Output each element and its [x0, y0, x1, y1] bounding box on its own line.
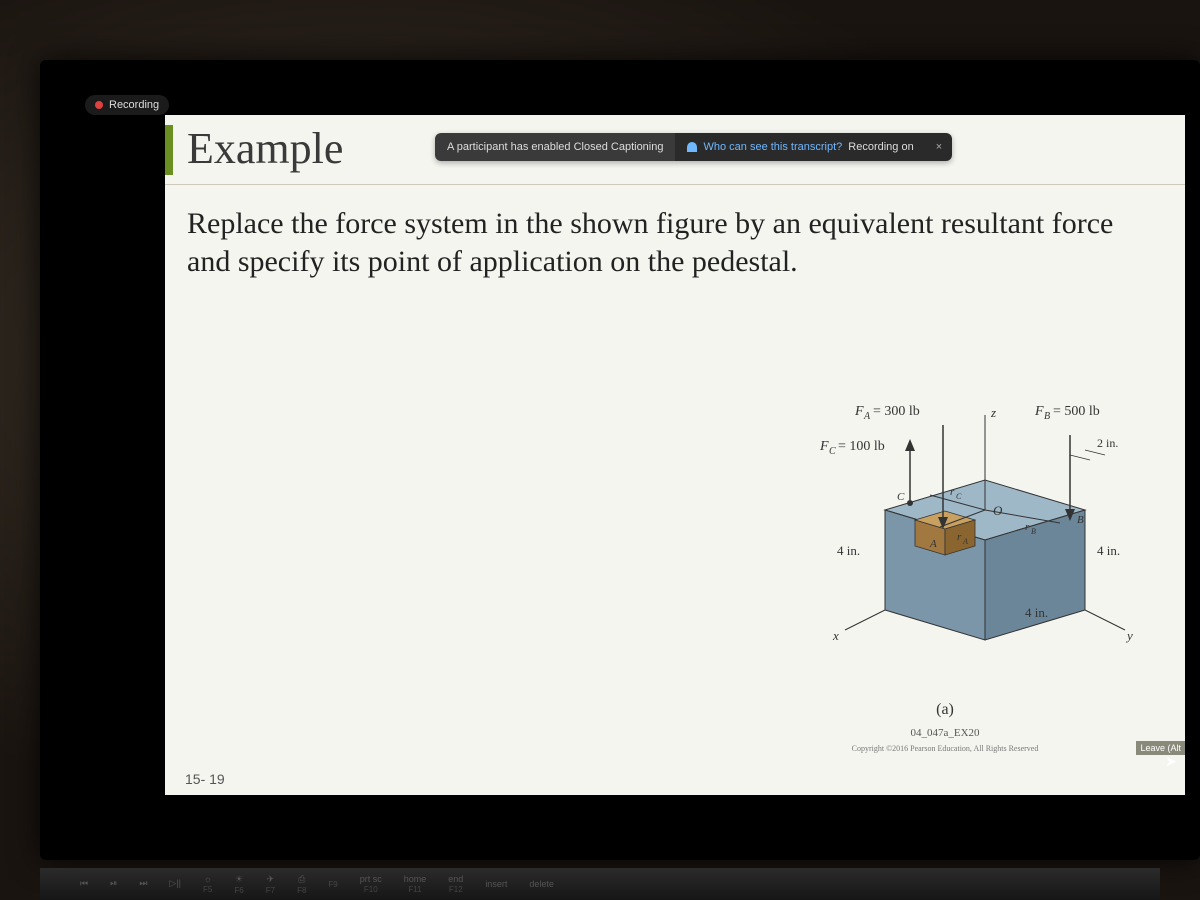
kb-key: insert	[485, 879, 507, 890]
axis-z: z	[990, 405, 996, 420]
svg-text:4 in.: 4 in.	[837, 543, 860, 558]
svg-text:B: B	[1077, 514, 1084, 526]
svg-text:2 in.: 2 in.	[1097, 436, 1118, 450]
svg-text:r: r	[1025, 521, 1030, 533]
svg-text:B: B	[1031, 527, 1036, 536]
kb-key: delete	[529, 879, 554, 890]
kb-key: ⏮	[80, 878, 88, 890]
figure-copyright: Copyright ©2016 Pearson Education, All R…	[725, 744, 1165, 753]
close-notification-button[interactable]: ×	[926, 133, 952, 161]
svg-text:F: F	[854, 404, 864, 419]
screen-area: Recording Example A participant has enab…	[55, 75, 1185, 845]
kb-key: ⎙F8	[297, 874, 306, 895]
svg-text:4 in.: 4 in.	[1097, 543, 1120, 558]
svg-text:C: C	[956, 492, 962, 501]
figure-id: 04_047a_EX20	[725, 727, 1165, 739]
axis-x: x	[832, 628, 839, 643]
kb-key: ☀F6	[234, 874, 243, 895]
zoom-notification: A participant has enabled Closed Caption…	[435, 133, 952, 161]
point-O: O	[993, 503, 1003, 518]
caption-notice: A participant has enabled Closed Caption…	[435, 133, 675, 161]
transcript-status: Recording on	[848, 141, 913, 153]
cursor-icon: ➤	[1165, 754, 1177, 771]
slide-number: 15- 19	[185, 771, 225, 787]
transcript-link: Who can see this transcript?	[703, 141, 842, 153]
keyboard-row: ⏮ ⏯ ⏭ ▷|| ☼F5 ☀F6 ✈F7 ⎙F8 F9 prt scF10 h…	[40, 868, 1160, 900]
header-accent-bar	[165, 125, 173, 175]
kb-key: ⏭	[139, 878, 147, 890]
slide-header: Example A participant has enabled Closed…	[165, 115, 1185, 185]
recording-label: Recording	[109, 99, 159, 111]
svg-text:= 100 lb: = 100 lb	[838, 439, 885, 454]
kb-key: homeF11	[404, 874, 427, 894]
svg-text:F: F	[819, 439, 829, 454]
figure-svg: z x y O r A r B r C F	[725, 355, 1165, 755]
axis-y: y	[1125, 628, 1133, 643]
kb-key: prt scF10	[360, 874, 382, 894]
svg-text:C: C	[829, 446, 836, 457]
svg-text:B: B	[1044, 411, 1050, 422]
leave-tooltip: Leave (Alt	[1136, 741, 1185, 755]
recording-dot-icon	[95, 101, 103, 109]
kb-key: ✈F7	[266, 874, 275, 895]
recording-indicator[interactable]: Recording	[85, 95, 169, 115]
figure-caption: (a)	[725, 701, 1165, 719]
figure: z x y O r A r B r C F	[725, 355, 1165, 755]
transcript-notice[interactable]: Who can see this transcript? Recording o…	[675, 133, 925, 161]
svg-text:A: A	[929, 538, 937, 550]
kb-key: F9	[328, 879, 337, 889]
svg-text:= 500 lb: = 500 lb	[1053, 404, 1100, 419]
presentation-slide: Example A participant has enabled Closed…	[165, 115, 1185, 795]
kb-key: ▷||	[169, 878, 181, 890]
svg-text:r: r	[957, 531, 962, 543]
problem-statement: Replace the force system in the shown fi…	[187, 205, 1163, 280]
kb-key: ⏯	[110, 878, 117, 890]
svg-text:A: A	[962, 537, 968, 546]
person-icon	[687, 142, 697, 152]
svg-text:C: C	[897, 491, 905, 503]
slide-title: Example	[187, 123, 343, 174]
svg-text:r: r	[950, 486, 955, 498]
svg-text:4 in.: 4 in.	[1025, 605, 1048, 620]
svg-text:A: A	[863, 411, 871, 422]
kb-key: ☼F5	[203, 874, 212, 894]
svg-text:F: F	[1034, 404, 1044, 419]
kb-key: endF12	[448, 874, 463, 894]
svg-text:= 300 lb: = 300 lb	[873, 404, 920, 419]
